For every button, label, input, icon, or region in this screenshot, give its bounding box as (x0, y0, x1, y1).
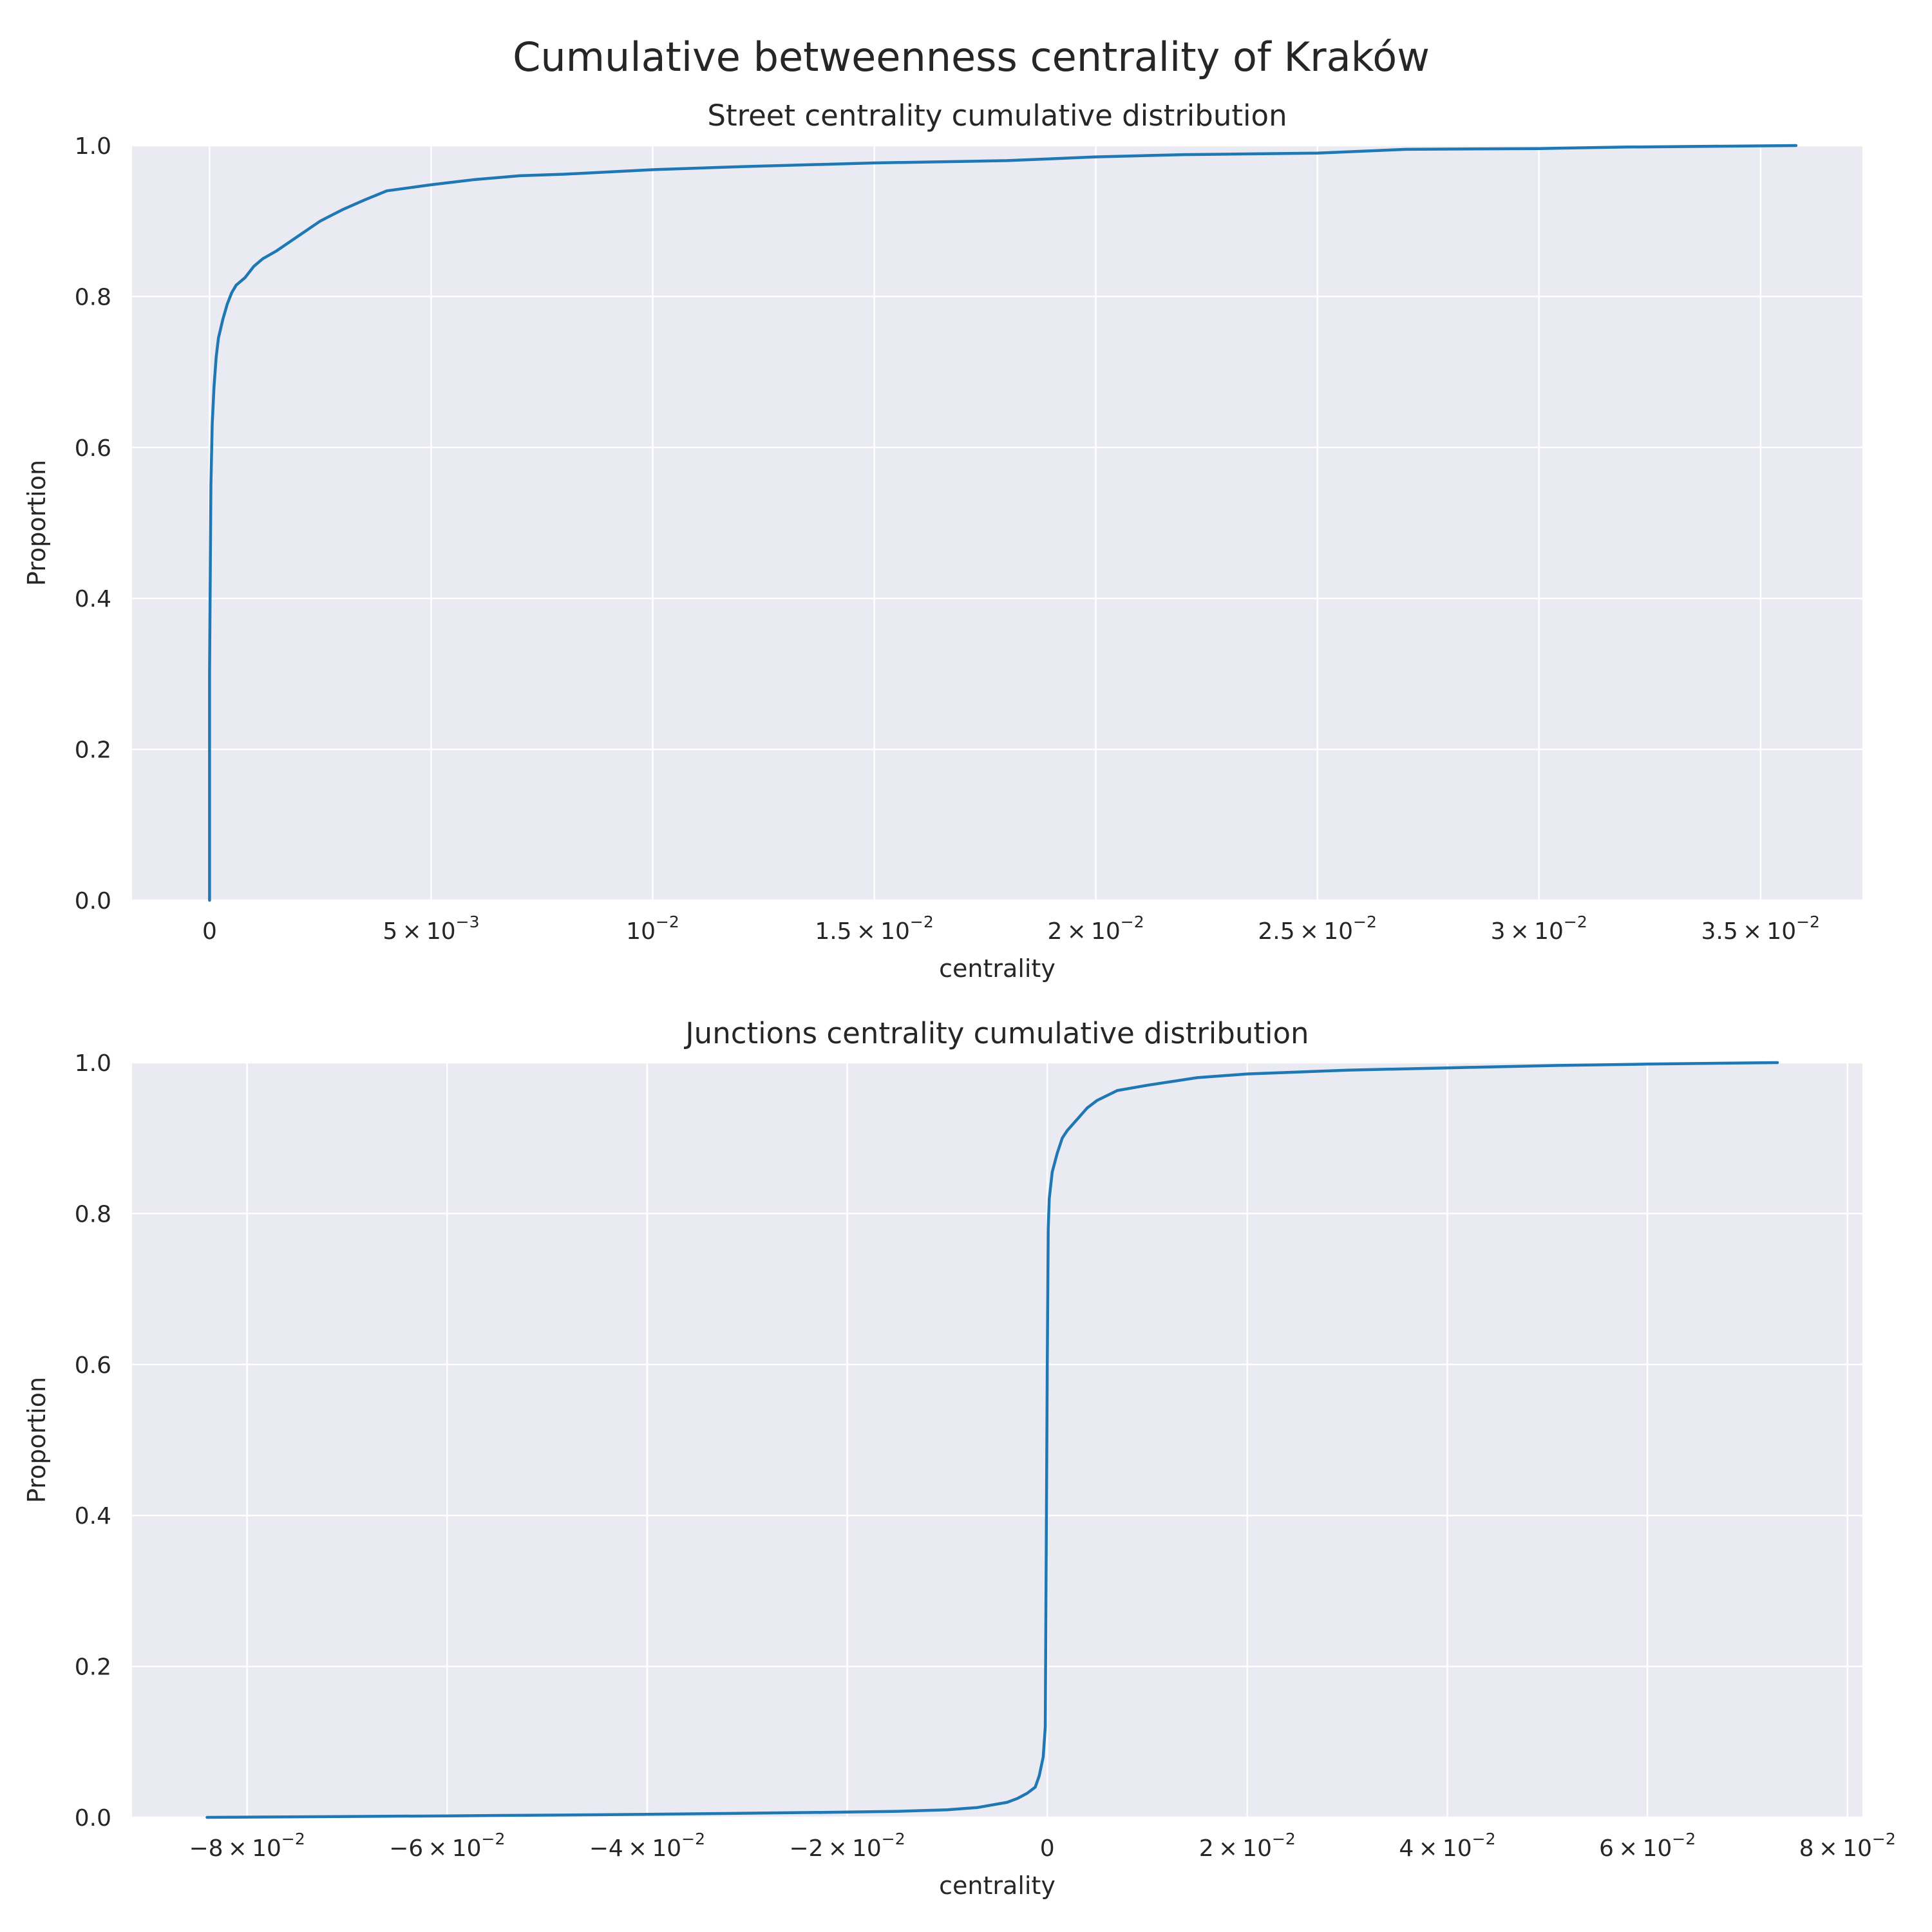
junctions-ytick-label: 1.0 (75, 1050, 111, 1077)
street-chart-title: Street centrality cumulative distributio… (707, 99, 1287, 133)
street-xtick-base: 10 (626, 918, 656, 945)
junctions-xtick-mantissa: 0 (1040, 1835, 1055, 1862)
junctions-xtick-exponent: −2 (1272, 1830, 1296, 1848)
junctions-xtick-label: 8 × 10−2 (1799, 1830, 1896, 1862)
street-ytick-label: 0.0 (75, 888, 111, 914)
street-ytick-label: 0.4 (75, 586, 111, 612)
street-xtick-label: 3.5 × 10−2 (1701, 913, 1820, 945)
junctions-ytick-label: 0.0 (75, 1805, 111, 1832)
street-xtick-mantissa: 2 × 10 (1048, 918, 1121, 945)
junctions-xtick-exponent: −2 (1472, 1830, 1496, 1848)
junctions-xtick-mantissa: −8 × 10 (189, 1835, 281, 1862)
street-xtick-exponent: −2 (1121, 913, 1144, 931)
street-ytick-label: 0.6 (75, 435, 111, 462)
street-ytick-label: 0.2 (75, 737, 111, 764)
junctions-xtick-mantissa: −6 × 10 (389, 1835, 481, 1862)
junctions-cdf-line (205, 1061, 1779, 1819)
street-xtick-mantissa: 3 × 10 (1491, 918, 1564, 945)
junctions-xtick-exponent: −2 (281, 1830, 305, 1848)
street-xtick-label: 2 × 10−2 (1048, 913, 1144, 945)
figure-title: Cumulative betweenness centrality of Kra… (513, 33, 1430, 80)
junctions-xtick-exponent: −2 (882, 1830, 905, 1848)
street-xtick-label: 3 × 10−2 (1491, 913, 1587, 945)
junctions-plot-area (132, 1063, 1862, 1817)
junctions-centrality-chart: −8 × 10−2 −6 × 10−2 −4 × 10−2 −2 × 10−2 0 2 ×… (23, 1016, 1896, 1900)
junctions-ytick-label: 0.2 (75, 1654, 111, 1681)
street-xtick-mantissa: 5 × 10 (383, 918, 455, 945)
junctions-xtick-exponent: −2 (681, 1830, 705, 1848)
street-xtick-label: 0 (202, 918, 217, 945)
junctions-xtick-mantissa: 4 × 10 (1399, 1835, 1472, 1862)
street-plot-area (132, 146, 1862, 900)
street-xtick-exponent: −2 (656, 913, 679, 931)
street-xtick-mantissa: 3.5 × 10 (1701, 918, 1797, 945)
junctions-xtick-mantissa: −4 × 10 (589, 1835, 681, 1862)
junctions-xtick-label: 6 × 10−2 (1599, 1830, 1696, 1862)
junctions-xtick-label: −2 × 10−2 (789, 1830, 905, 1862)
street-xtick-exponent: −2 (1564, 913, 1587, 931)
street-cdf-line (208, 144, 1798, 902)
junctions-xtick-mantissa: 6 × 10 (1599, 1835, 1672, 1862)
street-xtick-label: 1.5 × 10−2 (815, 913, 933, 945)
street-xtick-mantissa: 2.5 × 10 (1258, 918, 1353, 945)
street-xtick-exponent: −2 (1796, 913, 1820, 931)
junctions-xtick-mantissa: −2 × 10 (789, 1835, 881, 1862)
junctions-xtick-mantissa: 8 × 10 (1799, 1835, 1872, 1862)
street-xaxis-label: centrality (939, 954, 1056, 983)
street-xtick-exponent: −2 (1353, 913, 1377, 931)
junctions-chart-title: Junctions centrality cumulative distribu… (683, 1016, 1309, 1050)
street-yaxis-label: Proportion (23, 460, 51, 586)
street-ytick-label: 1.0 (75, 133, 111, 160)
junctions-xtick-label: 4 × 10−2 (1399, 1830, 1495, 1862)
street-xtick-label: 2.5 × 10−2 (1258, 913, 1376, 945)
junctions-ytick-label: 0.8 (75, 1201, 111, 1227)
junctions-ytick-label: 0.6 (75, 1352, 111, 1379)
street-xtick-mantissa: 1.5 × 10 (815, 918, 910, 945)
street-xtick-label: 5 × 10−3 (383, 913, 479, 945)
junctions-xtick-label: −6 × 10−2 (389, 1830, 505, 1862)
junctions-xtick-label: 2 × 10−2 (1199, 1830, 1296, 1862)
street-xtick-exponent: −2 (910, 913, 934, 931)
street-ytick-label: 0.8 (75, 284, 111, 310)
junctions-xtick-label: −8 × 10−2 (189, 1830, 305, 1862)
junctions-xtick-label: −4 × 10−2 (589, 1830, 705, 1862)
junctions-xtick-exponent: −2 (1672, 1830, 1696, 1848)
junctions-ytick-label: 0.4 (75, 1503, 111, 1530)
street-xtick-label: 10−2 (626, 913, 679, 945)
junctions-yaxis-label: Proportion (23, 1377, 51, 1503)
street-xtick-mantissa: 0 (202, 918, 217, 945)
junctions-xtick-exponent: −2 (482, 1830, 506, 1848)
junctions-xtick-label: 0 (1040, 1835, 1055, 1862)
junctions-xaxis-label: centrality (939, 1871, 1056, 1900)
street-xtick-exponent: −3 (456, 913, 480, 931)
junctions-xtick-exponent: −2 (1872, 1830, 1896, 1848)
junctions-xtick-mantissa: 2 × 10 (1199, 1835, 1272, 1862)
